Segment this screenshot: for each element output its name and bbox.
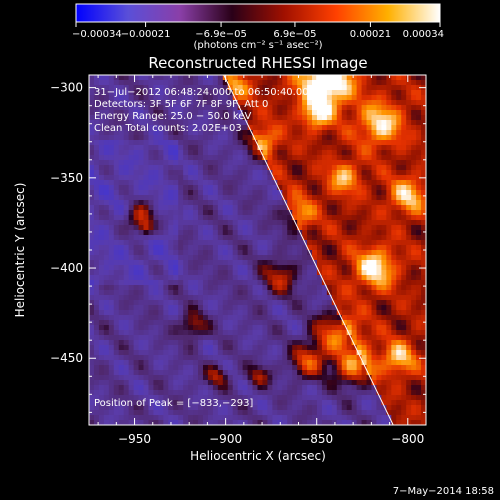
- colorbar-ticks: −0.00034−0.00021 −6.9e−05 6.9e−05 0.00021 0.…: [72, 22, 444, 40]
- annotation-line: 31−Jul−2012 06:48:24.000 to 06:50:40.000: [94, 87, 315, 98]
- colorbar: [75, 3, 441, 23]
- annotation-line: Detectors: 3F 5F 6F 7F 8F 9F, Att 0: [94, 99, 268, 110]
- x-tick-label: −850: [300, 432, 333, 446]
- annotation-line: Clean Total counts: 2.02E+03: [94, 123, 242, 134]
- chart-title: Reconstructed RHESSI Image: [148, 54, 367, 72]
- colorbar-unit-label: (photons cm⁻² s⁻¹ asec⁻²): [193, 40, 322, 51]
- axis-ticks: −950 −900 −850 −800 −300 −350 −400 −450: [50, 75, 427, 446]
- y-tick-label: −300: [50, 81, 83, 95]
- y-axis-label: Heliocentric Y (arcsec): [13, 183, 27, 318]
- y-tick-label: −400: [50, 261, 83, 275]
- x-axis-label: Heliocentric X (arcsec): [190, 449, 326, 463]
- y-tick-label: −350: [50, 171, 83, 185]
- colorbar-tick-label: −0.00021: [121, 29, 171, 40]
- annotation-line: Energy Range: 25.0 − 50.0 keV: [94, 111, 251, 122]
- x-tick-label: −950: [118, 432, 151, 446]
- heatmap-image: [89, 75, 426, 425]
- colorbar-tick-label: 6.9e−05: [273, 29, 316, 40]
- y-tick-label: −450: [50, 351, 83, 365]
- colorbar-tick-label: −6.9e−05: [195, 29, 247, 40]
- solar-limb-line: [223, 75, 394, 425]
- timestamp: 7−May−2014 18:58: [393, 486, 494, 497]
- x-tick-label: −900: [209, 432, 242, 446]
- colorbar-tick-label: 0.00021: [350, 29, 391, 40]
- annotation-block: 31−Jul−2012 06:48:24.000 to 06:50:40.000…: [94, 87, 315, 134]
- x-tick-label: −800: [391, 432, 424, 446]
- peak-position-label: Position of Peak = [−833,−293]: [94, 398, 253, 409]
- colorbar-tick-label: 0.00034: [403, 29, 444, 40]
- colorbar-tick-label: −0.00034: [72, 29, 122, 40]
